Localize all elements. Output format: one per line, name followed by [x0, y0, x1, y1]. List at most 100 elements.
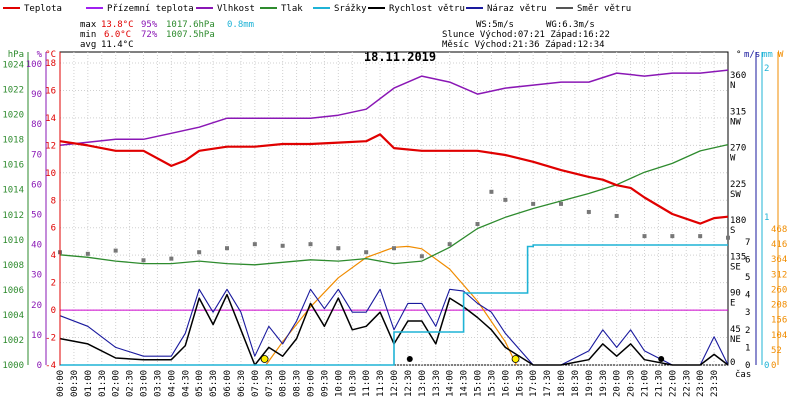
legend-item-wind-direction: Směr větru	[556, 4, 631, 14]
axis-mm-tick: 0	[764, 361, 769, 371]
axis-pct-unit: %	[37, 50, 43, 60]
stat-max-rain: 0.8mm	[227, 20, 254, 30]
axis-wm2-unit: W	[778, 50, 784, 60]
wind-dir-point	[559, 201, 563, 206]
axis-ms-tick: 7	[745, 238, 750, 248]
stat-avg-label: avg	[80, 40, 96, 50]
x-tick: 04:00	[167, 370, 177, 397]
stat-sun: Slunce Východ:07:21 Západ:16:22	[442, 30, 610, 40]
moonset-marker	[406, 356, 413, 362]
x-tick: 08:00	[279, 370, 289, 397]
wind-dir-point	[141, 258, 146, 263]
axis-pct-tick: 90	[31, 90, 42, 100]
wind-dir-point	[419, 254, 424, 259]
axis-dir-tick: 360	[730, 71, 746, 81]
grid	[59, 52, 728, 366]
axis-wm2-tick: 260	[771, 285, 787, 295]
axis-degc-tick: 2	[51, 279, 56, 289]
x-tick: 06:30	[237, 370, 247, 397]
wind-dir-point	[280, 243, 285, 248]
axis-degc-unit: °C	[45, 50, 56, 60]
axis-dir-tick: N	[730, 81, 735, 91]
series-solar	[265, 245, 518, 366]
axis-degc-tick: 12	[45, 141, 56, 151]
axis-pct-tick: 40	[31, 241, 42, 251]
axis-degc-tick: 6	[51, 224, 56, 234]
axis-degc-tick: 18	[45, 59, 56, 69]
axis-degc-tick: -2	[45, 334, 56, 344]
axis-wm2-tick: 312	[771, 270, 787, 280]
axis-pct-tick: 60	[31, 180, 42, 190]
wind-dir-point	[364, 250, 369, 255]
x-tick: 21:30	[654, 370, 664, 397]
axis-hpa-tick: 1000	[2, 361, 24, 371]
wind-dir-point	[698, 234, 703, 239]
wind-dir-point	[670, 234, 675, 239]
sunrise-marker	[260, 355, 269, 363]
x-tick: 13:00	[418, 370, 428, 397]
x-tick: 11:00	[362, 370, 372, 397]
axis-hpa-tick: 1006	[2, 286, 24, 296]
axis-ms-tick: 4	[745, 291, 750, 301]
stats-block: max 13.8°C 95% 1017.6hPa 0.8mm min 6.0°C…	[80, 20, 610, 50]
axis-pct-tick: 0	[37, 361, 42, 371]
x-tick: 22:00	[668, 370, 678, 397]
x-tick: 16:30	[515, 370, 525, 397]
legend-label-wind-gust: Náraz větru	[487, 4, 547, 14]
axis-pct-tick: 80	[31, 120, 42, 130]
stat-moon: Měsíc Východ:21:36 Západ:12:34	[442, 40, 605, 50]
axis-hpa-tick: 1002	[2, 336, 24, 346]
legend-item-humidity: Vlhkost	[196, 4, 255, 14]
axis-hpa-unit: hPa	[8, 50, 24, 60]
x-tick: 07:30	[265, 370, 275, 397]
axis-hpa-tick: 1012	[2, 211, 24, 221]
axis-pct-tick: 20	[31, 301, 42, 311]
legend-label-rain: Srážky	[334, 4, 367, 14]
wind-dir-point	[336, 246, 341, 251]
x-tick: 19:30	[599, 370, 609, 397]
axis-dir-tick: 270	[730, 144, 746, 154]
x-tick: 09:00	[307, 370, 317, 397]
x-axis-label: čas	[735, 369, 751, 380]
x-tick: 17:30	[543, 370, 553, 397]
axis-degc-tick: 0	[51, 306, 56, 316]
axis-wm2-tick: 156	[771, 316, 787, 326]
axis-ms-tick: 5	[745, 273, 750, 283]
stat-avg-temp: 11.4°C	[101, 40, 134, 50]
axis-dir-tick: 180	[730, 216, 746, 226]
stat-max-label: max	[80, 20, 97, 30]
x-tick: 03:00	[140, 370, 150, 397]
axis-dir-tick: 135	[730, 252, 746, 262]
stat-min-pressure: 1007.5hPa	[166, 30, 215, 40]
stat-min-temp: 6.0°C	[104, 30, 131, 40]
chart-marks	[58, 69, 730, 366]
x-tick: 02:30	[126, 370, 136, 397]
axis-ms-tick: 1	[745, 343, 750, 353]
axis-degc-tick: 8	[51, 196, 56, 206]
wind-dir-point	[197, 250, 202, 255]
legend-label-wind-speed: Rychlost větru	[389, 4, 465, 14]
x-tick: 13:30	[432, 370, 442, 397]
x-tick: 21:00	[641, 370, 651, 397]
x-tick: 14:30	[460, 370, 470, 397]
chart-title: 18.11.2019	[364, 50, 436, 64]
stat-max-temp: 13.8°C	[101, 20, 134, 30]
x-tick: 06:00	[223, 370, 233, 397]
wind-dir-point	[225, 246, 229, 251]
x-tick: 23:30	[710, 370, 720, 397]
stat-min-humidity: 72%	[141, 30, 158, 40]
axis-hpa-tick: 1014	[2, 186, 24, 196]
x-tick: 08:30	[293, 370, 303, 397]
axis-dir-tick: W	[730, 154, 736, 164]
legend-item-pressure: Tlak	[260, 4, 303, 14]
series-humidity	[59, 69, 729, 147]
x-tick: 02:00	[112, 370, 122, 397]
x-tick: 14:00	[446, 370, 456, 397]
legend-item-wind-speed: Rychlost větru	[368, 4, 465, 14]
legend: Teplota Přízemní teplota Vlhkost Tlak Sr…	[3, 4, 631, 14]
axis-hpa-tick: 1020	[2, 111, 24, 121]
wind-dir-point	[642, 234, 647, 239]
x-tick: 22:30	[682, 370, 692, 397]
wind-dir-point	[169, 256, 174, 261]
